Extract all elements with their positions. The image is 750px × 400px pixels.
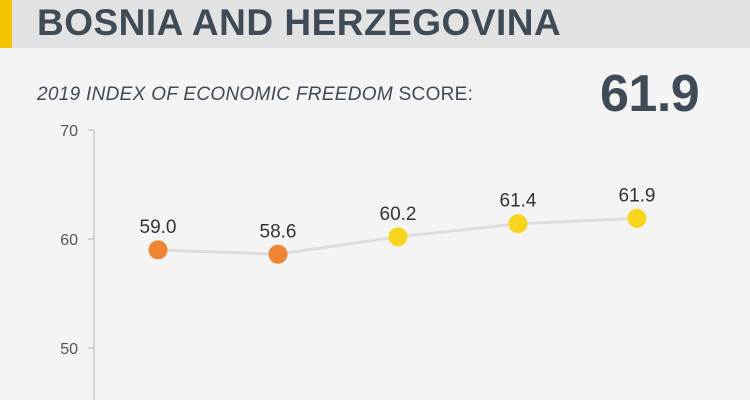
data-label-2: 60.2 [380, 204, 417, 225]
score-value: 61.9 [600, 65, 700, 123]
data-point-3 [508, 214, 528, 234]
index-name: 2019 INDEX OF ECONOMIC FREEDOM [37, 84, 393, 105]
y-axis: 70 60 50 [60, 123, 95, 400]
data-point-4 [627, 208, 647, 228]
data-point-2 [388, 227, 408, 247]
score-label: 2019 INDEX OF ECONOMIC FREEDOM SCORE: [37, 84, 473, 106]
data-label-1: 58.6 [260, 221, 297, 242]
header-accent-bar [0, 0, 12, 48]
y-tick-label-70: 70 [60, 123, 78, 140]
data-points [148, 208, 647, 264]
country-title: BOSNIA AND HERZEGOVINA [37, 2, 562, 43]
score-label-suffix: SCORE: [393, 84, 474, 105]
header-bar [0, 0, 750, 48]
y-tick-label-50: 50 [60, 341, 78, 358]
data-label-4: 61.9 [619, 185, 656, 206]
data-label-3: 61.4 [500, 191, 537, 212]
data-point-0 [148, 240, 168, 260]
data-point-1 [268, 244, 288, 264]
data-labels: 59.0 58.6 60.2 61.4 61.9 [140, 185, 656, 242]
y-tick-label-60: 60 [60, 232, 78, 249]
data-label-0: 59.0 [140, 217, 177, 238]
